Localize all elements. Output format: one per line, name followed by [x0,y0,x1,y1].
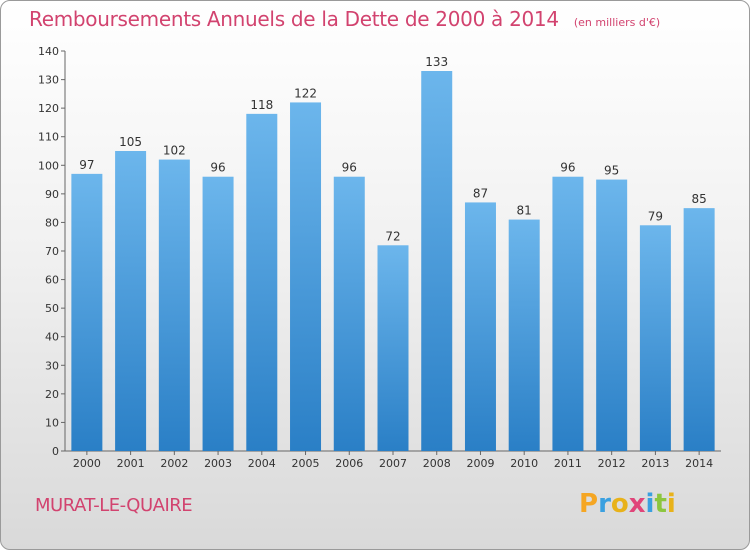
y-tick-label: 80 [45,216,59,229]
data-label: 87 [473,186,488,200]
x-tick-label: 2004 [248,457,276,470]
data-label: 105 [119,135,142,149]
bar [246,113,278,451]
data-label: 85 [691,192,706,206]
y-tick-label: 140 [38,45,59,58]
data-label: 96 [342,161,357,175]
logo-letter: i [666,489,676,519]
data-label: 72 [385,229,400,243]
data-label: 96 [560,161,575,175]
x-tick-label: 2001 [117,457,145,470]
logo-letter: r [598,489,611,519]
bar [508,219,540,451]
x-tick-label: 2000 [73,457,101,470]
y-tick-label: 120 [38,102,59,115]
data-label: 102 [163,144,186,158]
x-tick-label: 2014 [685,457,713,470]
x-tick-label: 2006 [335,457,363,470]
y-tick-label: 10 [45,416,59,429]
commune-name: MURAT-LE-QUAIRE [35,495,193,516]
bar [202,176,234,451]
bar [115,151,147,451]
bar [290,102,322,451]
y-tick-label: 130 [38,74,59,87]
labels: 97 2000 105 2001 102 2002 96 2003 118 2004 122 2005… [73,55,713,470]
bar [377,245,409,451]
data-label: 96 [210,161,225,175]
y-tick-label: 50 [45,302,59,315]
bar [639,225,671,451]
x-tick-label: 2003 [204,457,232,470]
bars [71,71,715,452]
y-tick-label: 100 [38,159,59,172]
y-tick-label: 90 [45,188,59,201]
bar [552,176,584,451]
y-tick-label: 110 [38,131,59,144]
bar [421,71,453,451]
y-tick-label: 70 [45,245,59,258]
y-tick-label: 40 [45,331,59,344]
y-tick-label: 0 [52,445,59,458]
y-tick-label: 60 [45,274,59,287]
data-label: 81 [517,204,532,218]
data-label: 97 [79,158,94,172]
data-label: 122 [294,86,317,100]
proxiti-logo: Proxiti [579,489,676,519]
x-tick-label: 2005 [292,457,320,470]
data-label: 95 [604,164,619,178]
bar [71,173,103,451]
bar [596,179,628,452]
bar [333,176,365,451]
logo-letter: i [645,489,655,519]
bar [683,208,715,451]
title-row: Remboursements Annuels de la Dette de 20… [29,7,660,31]
x-tick-label: 2011 [554,457,582,470]
chart-unit: (en milliers d'€) [573,16,661,29]
data-label: 133 [425,55,448,69]
chart-title: Remboursements Annuels de la Dette de 20… [29,7,559,31]
x-tick-label: 2008 [423,457,451,470]
x-tick-label: 2012 [598,457,626,470]
logo-letter: x [628,489,646,519]
x-tick-label: 2013 [641,457,669,470]
data-label: 118 [250,98,273,112]
x-tick-label: 2002 [160,457,188,470]
x-tick-label: 2010 [510,457,538,470]
logo-letter: t [654,489,667,519]
y-tick-label: 20 [45,388,59,401]
axes: 0 10 20 30 40 50 60 70 80 90 100 110 120 130 140 [38,45,721,458]
y-tick-label: 30 [45,359,59,372]
x-tick-label: 2009 [466,457,494,470]
data-label: 79 [648,209,663,223]
x-tick-label: 2007 [379,457,407,470]
bar [464,202,496,451]
bar [158,159,190,452]
logo-letter: o [610,489,629,519]
logo-letter: P [579,489,599,519]
